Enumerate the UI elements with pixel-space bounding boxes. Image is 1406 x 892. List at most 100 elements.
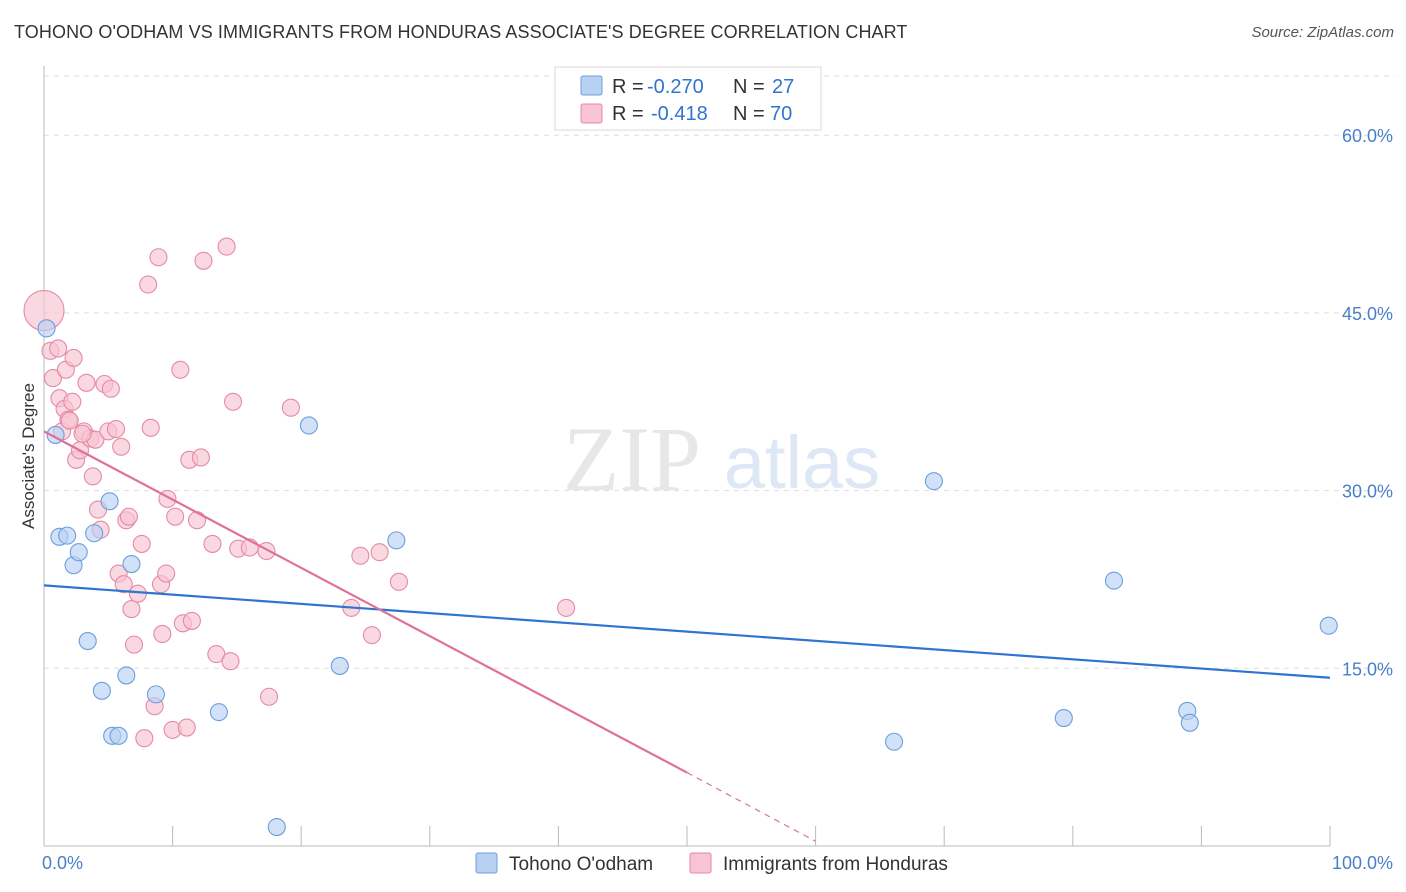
legend-r-label-tohono: R = — [612, 76, 644, 98]
honduras-point — [389, 572, 408, 591]
legend-swatch-tohono — [580, 75, 603, 96]
gridlines — [44, 75, 1395, 669]
tohono-point — [884, 732, 904, 751]
tohono-point — [1319, 616, 1338, 635]
bottom-legend: Tohono O'odham Immigrants from Honduras — [475, 852, 948, 875]
honduras-point — [370, 543, 389, 562]
source-label: Source: ZipAtlas.com — [1251, 24, 1394, 41]
honduras-point — [119, 507, 138, 526]
chart-title: TOHONO O'ODHAM VS IMMIGRANTS FROM HONDUR… — [14, 22, 908, 42]
honduras-point — [191, 448, 210, 467]
honduras-point — [217, 237, 236, 256]
data-points — [23, 237, 1338, 837]
tohono-point — [69, 543, 88, 562]
honduras-trend-extension — [686, 772, 816, 842]
y-tick-label: 15.0% — [1342, 659, 1393, 679]
bottom-legend-label-honduras: Immigrants from Honduras — [723, 854, 948, 875]
honduras-point — [139, 275, 158, 294]
honduras-point — [153, 624, 172, 644]
legend-n-label-honduras: N = — [733, 103, 765, 125]
honduras-point — [157, 564, 176, 583]
trend-lines — [43, 430, 1331, 842]
tohono-point — [117, 666, 136, 685]
honduras-point — [177, 718, 196, 737]
y-tick-label: 60.0% — [1342, 126, 1393, 146]
honduras-point — [187, 511, 207, 530]
legend-r-value-honduras: -0.418 — [651, 103, 708, 125]
tohono-point — [209, 703, 228, 722]
tohono-point — [100, 492, 119, 511]
tohono-point — [299, 416, 318, 435]
honduras-point — [77, 373, 96, 392]
honduras-point — [362, 626, 381, 645]
honduras-point — [351, 546, 370, 565]
legend-r-label-honduras: R = — [612, 103, 644, 125]
bottom-legend-swatch-honduras — [689, 852, 712, 874]
honduras-trend-line — [43, 430, 688, 774]
honduras-point — [221, 652, 240, 671]
honduras-point — [557, 598, 576, 617]
tohono-point — [924, 472, 943, 491]
bottom-legend-label-tohono: Tohono O'odham — [509, 854, 653, 875]
honduras-point — [149, 248, 168, 267]
honduras-point — [128, 584, 147, 603]
tohono-point — [1104, 571, 1124, 590]
tohono-point — [1180, 713, 1199, 732]
tohono-trend-line — [43, 584, 1331, 679]
tohono-point — [109, 726, 128, 745]
honduras-point — [124, 635, 144, 654]
honduras-point — [194, 251, 213, 270]
tohono-point — [58, 526, 77, 545]
legend-swatch-honduras — [580, 103, 603, 124]
y-tick-label: 45.0% — [1342, 304, 1393, 324]
honduras-point — [223, 392, 243, 411]
legend-r-value-tohono: -0.270 — [647, 76, 704, 98]
tohono-point — [387, 531, 406, 550]
tohono-point — [267, 817, 286, 837]
legend-n-value-tohono: 27 — [772, 76, 794, 98]
watermark-zip: ZIP — [563, 408, 701, 510]
tohono-point — [1054, 709, 1073, 728]
legend-box: R = -0.270 N = 27 R = -0.418 N = 70 — [554, 66, 822, 131]
axes — [43, 66, 1331, 847]
honduras-point — [182, 611, 201, 630]
honduras-point — [64, 348, 83, 367]
honduras-point — [122, 600, 141, 619]
x-tick-label-min: 0.0% — [42, 853, 83, 873]
honduras-point — [106, 419, 126, 439]
tohono-point — [85, 524, 104, 543]
honduras-point — [63, 392, 82, 411]
honduras-point — [203, 534, 222, 553]
honduras-point — [141, 418, 160, 437]
tohono-point — [330, 656, 349, 675]
honduras-point — [207, 645, 226, 664]
tick-labels: 15.0% 30.0% 45.0% 60.0% 0.0% 100.0% — [42, 126, 1393, 873]
honduras-point — [60, 411, 79, 430]
legend-n-value-honduras: 70 — [770, 103, 792, 125]
honduras-point — [101, 379, 120, 398]
honduras-point — [49, 339, 68, 358]
honduras-point — [166, 507, 185, 526]
honduras-point — [132, 534, 151, 553]
tohono-point — [122, 555, 141, 574]
honduras-point — [83, 467, 102, 486]
honduras-point — [135, 729, 154, 748]
legend-n-label-tohono: N = — [733, 76, 765, 98]
tohono-point — [78, 632, 97, 651]
tohono-point — [92, 681, 111, 700]
honduras-point — [43, 369, 63, 388]
honduras-point — [281, 398, 300, 417]
honduras-point — [259, 687, 279, 706]
y-tick-label: 30.0% — [1342, 482, 1393, 502]
watermark-atlas: atlas — [724, 421, 880, 504]
honduras-point — [112, 437, 131, 456]
bottom-legend-swatch-tohono — [475, 852, 498, 874]
honduras-point — [73, 424, 92, 443]
tohono-point — [37, 319, 56, 338]
honduras-point — [114, 575, 133, 594]
tohono-point — [146, 685, 165, 704]
honduras-point — [171, 360, 190, 379]
x-tick-label-max: 100.0% — [1332, 853, 1393, 873]
y-axis-title: Associate's Degree — [19, 383, 38, 529]
